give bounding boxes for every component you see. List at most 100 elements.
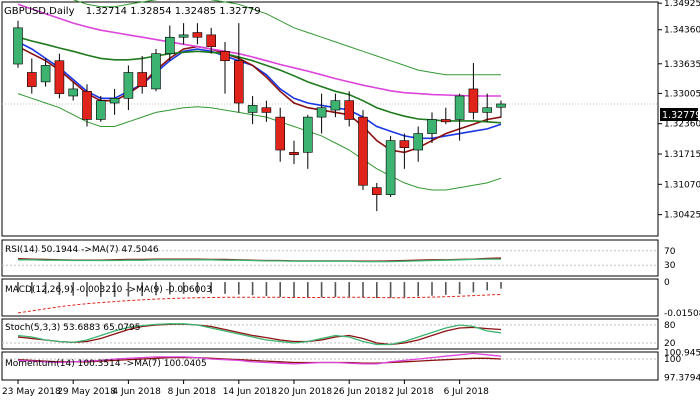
macd-bar <box>44 282 47 295</box>
price-ytick-label: 1.34360 <box>664 26 700 36</box>
macd-bar <box>348 282 350 297</box>
macd-bar <box>58 282 61 295</box>
candle-body <box>413 133 424 151</box>
macd-bar <box>127 282 130 297</box>
candle <box>440 107 451 125</box>
candle <box>399 133 410 169</box>
candle-body <box>385 140 396 195</box>
candle-body <box>192 32 203 38</box>
macd-bar <box>238 282 240 295</box>
candle <box>482 93 493 122</box>
candle <box>330 93 341 118</box>
candle <box>137 56 147 94</box>
macd-bar <box>224 282 226 294</box>
candle <box>68 81 78 101</box>
macd-bar <box>376 282 378 299</box>
x-tick-label: 14 Jun 2018 <box>223 387 277 397</box>
candle <box>261 100 272 122</box>
macd-bar <box>320 282 323 298</box>
candle <box>358 110 368 190</box>
candle-body <box>123 72 134 99</box>
momentum-label: Momentum(14) 100.3514 ->MA(7) 100.0405 <box>5 359 207 369</box>
macd-bar <box>113 282 116 297</box>
x-tick-label: 8 Jun 2018 <box>168 387 217 397</box>
macd-bar <box>17 282 19 293</box>
candle <box>82 84 92 127</box>
overlay-band-4 <box>72 0 501 76</box>
pane-frame-3 <box>1 318 659 350</box>
pane-3-series-0 <box>17 323 502 346</box>
pane-4-ytick-label: 100.945 <box>664 348 700 358</box>
price-badge-bg <box>660 108 698 121</box>
candle-body <box>26 72 37 87</box>
macd-bar <box>389 282 392 298</box>
candle <box>371 182 382 212</box>
overlay-ma_violet-3 <box>17 3 501 97</box>
candle <box>316 93 327 134</box>
macd-bar <box>472 282 475 293</box>
candle-body <box>261 107 272 113</box>
candle-body <box>454 95 465 120</box>
chart-marks <box>13 0 506 365</box>
candle <box>302 114 313 169</box>
candle-body <box>151 53 161 90</box>
candle <box>54 53 65 99</box>
macd-bar <box>31 282 33 294</box>
candle-body <box>137 72 147 87</box>
candle-body <box>289 152 299 156</box>
candle <box>220 41 230 94</box>
candle-body <box>399 140 410 148</box>
macd-bar <box>362 282 364 298</box>
candle-body <box>234 60 244 104</box>
macd-bar <box>334 282 337 297</box>
candle-body <box>275 116 286 151</box>
overlay-band-5 <box>17 93 502 191</box>
macd-bar <box>265 282 268 297</box>
candle <box>40 58 51 87</box>
candle-body <box>496 103 506 108</box>
chart-header: GBPUSD,Daily 1.32714 1.32854 1.32485 1.3… <box>4 6 261 17</box>
macd-signal-line <box>17 293 502 314</box>
x-tick-label: 23 May 2018 <box>2 387 61 397</box>
price-ytick-label: 1.33635 <box>664 60 700 70</box>
rsi-label: RSI(14) 50.1944 ->MA(7) 47.5046 <box>5 245 159 255</box>
candle <box>454 93 465 141</box>
macd-bar <box>210 282 212 294</box>
pane-frame-1 <box>1 239 659 277</box>
candle <box>496 100 506 118</box>
candle <box>13 20 23 68</box>
candle <box>247 95 258 125</box>
candle-body <box>330 100 341 111</box>
macd-bar <box>251 282 254 296</box>
candle <box>427 112 437 143</box>
candle-body <box>316 107 327 118</box>
macd-bar <box>403 282 406 298</box>
pane-4-ytick-label: 100 <box>664 355 681 365</box>
macd-bar <box>293 282 295 298</box>
macd-bar <box>486 282 488 291</box>
candle <box>468 63 479 120</box>
pane-1-ytick-label: 30 <box>664 261 676 271</box>
candle-body <box>54 60 65 94</box>
macd-bar <box>72 282 74 296</box>
candle-body <box>220 51 230 62</box>
macd-ytick-label: -0.015089 <box>664 309 700 319</box>
pane-3-series-1 <box>17 323 502 346</box>
x-tick-label: 2 Jul 2018 <box>388 387 433 397</box>
candle-body <box>302 116 313 153</box>
candle <box>234 23 244 113</box>
candle <box>192 23 203 45</box>
pane-3-ytick-label: 20 <box>664 339 676 349</box>
stoch-label: Stoch(5,3,3) 53.6883 65.0795 <box>5 323 140 333</box>
candle-body <box>178 34 189 38</box>
ohlc-label: 1.32714 1.32854 1.32485 1.32779 <box>86 6 261 17</box>
macd-bar <box>141 282 143 297</box>
macd-bar <box>458 282 461 295</box>
candle <box>275 107 286 162</box>
candle-body <box>371 187 382 195</box>
x-tick-label: 20 Jun 2018 <box>278 387 332 397</box>
candle-body <box>468 88 479 113</box>
price-badge: 1.32779 <box>662 110 700 121</box>
